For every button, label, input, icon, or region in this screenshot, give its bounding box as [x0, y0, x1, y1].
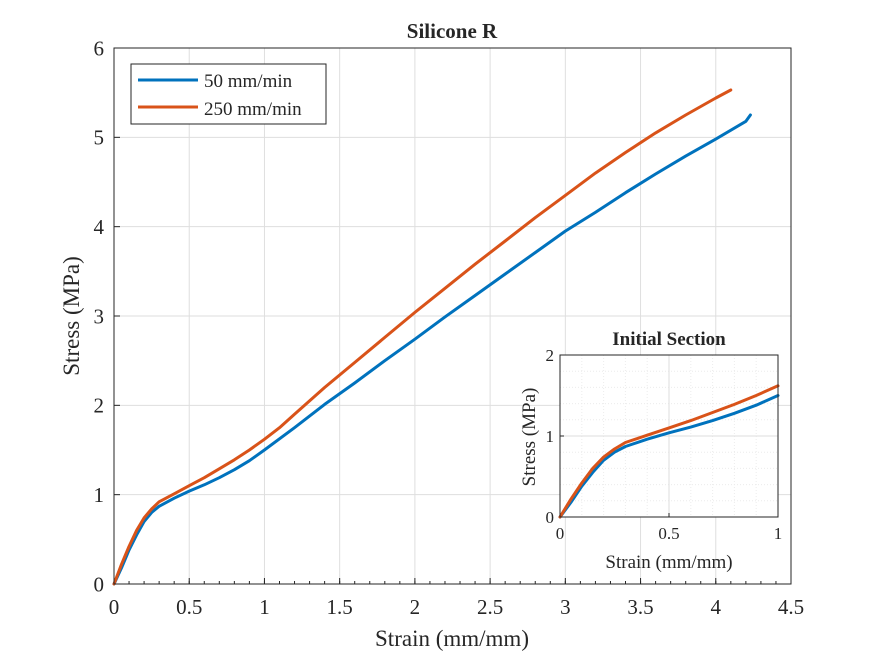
inset-series-1-line	[558, 394, 780, 519]
main-title: Silicone R	[407, 19, 498, 43]
inset-x-tick-label: 0	[556, 524, 565, 543]
inset-series-2-line	[558, 384, 780, 519]
inset-x-tick-label: 1	[774, 524, 783, 543]
legend-label-1: 50 mm/min	[204, 71, 293, 92]
main-y-tick-label: 6	[94, 36, 105, 60]
main-x-tick-label: 1	[259, 595, 270, 619]
inset-y-tick-label: 2	[546, 346, 555, 365]
inset-title: Initial Section	[612, 329, 726, 350]
main-series-2-line	[112, 88, 733, 586]
main-ylabel: Stress (MPa)	[59, 256, 84, 375]
main-y-tick-label: 1	[94, 483, 105, 507]
inset-x-tick-label: 0.5	[658, 524, 679, 543]
main-series-1-line	[112, 113, 752, 586]
main-axis-box	[113, 47, 792, 585]
main-y-tick-label: 5	[94, 126, 105, 150]
main-y-tick-label: 3	[94, 304, 105, 328]
main-x-tick-label: 3	[560, 595, 571, 619]
main-x-tick-label: 0.5	[176, 595, 202, 619]
legend-label-2: 250 mm/min	[204, 99, 302, 120]
main-x-tick-label: 0	[109, 595, 120, 619]
main-x-tick-label: 4.5	[778, 595, 804, 619]
main-x-tick-label: 4	[711, 595, 722, 619]
main-x-tick-label: 3.5	[627, 595, 653, 619]
main-xlabel: Strain (mm/mm)	[375, 626, 529, 651]
main-y-tick-label: 2	[94, 394, 105, 418]
main-series-group	[112, 88, 752, 586]
main-axes	[113, 47, 792, 585]
inset-axis-box	[559, 354, 779, 518]
inset-axes	[559, 354, 779, 518]
inset-xlabel: Strain (mm/mm)	[605, 552, 732, 573]
main-x-tick-label: 2.5	[477, 595, 503, 619]
legend: 50 mm/min 250 mm/min	[130, 63, 327, 125]
main-tick-labels: 0 0.5 1 1.5 2 2.5 3 3.5 4 4.5 0 1 2 3 4 5 6	[94, 36, 805, 619]
inset-y-tick-label: 1	[546, 427, 555, 446]
inset-tick-labels: 0 0.5 1 0 1 2	[546, 346, 783, 543]
main-y-tick-label: 0	[94, 572, 105, 596]
main-x-tick-label: 2	[410, 595, 421, 619]
legend-box	[130, 63, 327, 125]
main-y-tick-label: 4	[94, 215, 105, 239]
inset-y-tick-label: 0	[546, 508, 555, 527]
inset-ylabel: Stress (MPa)	[519, 388, 540, 487]
inset-series-group	[558, 384, 780, 519]
main-x-tick-label: 1.5	[327, 595, 353, 619]
